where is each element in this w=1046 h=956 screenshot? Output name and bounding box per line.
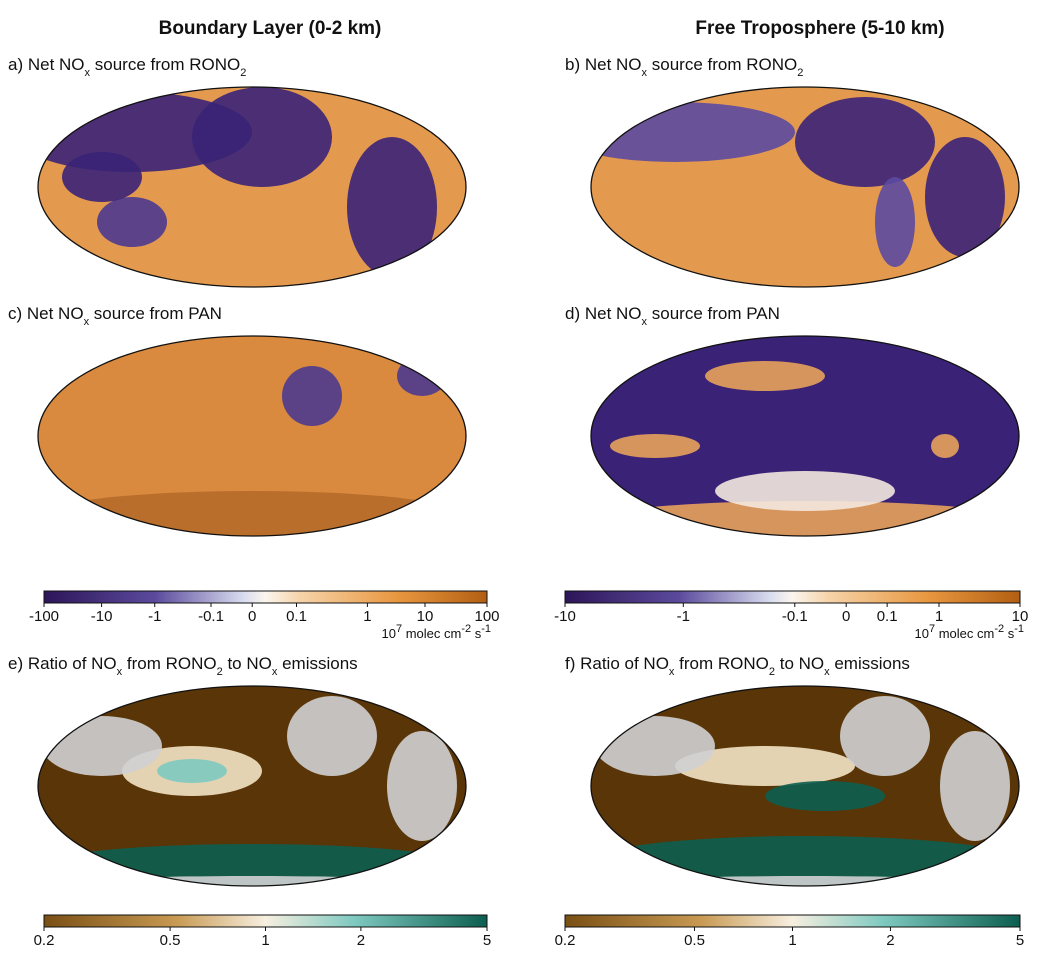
map-region — [397, 356, 447, 396]
script-text: -2 — [461, 623, 471, 635]
map-region — [287, 696, 377, 776]
script-text: -2 — [994, 623, 1004, 635]
map-region — [62, 152, 142, 202]
map-region — [875, 177, 915, 267]
text-part: molec cm — [935, 626, 994, 641]
map-region — [347, 137, 437, 277]
colorbar-tick-label: 10 — [417, 608, 434, 625]
colorbar — [44, 591, 487, 603]
colorbar-tick-label: 0.1 — [286, 608, 307, 625]
map-region — [795, 97, 935, 187]
colorbar-tick-label: 2 — [886, 932, 894, 949]
colorbar-unit: 107 molec cm-2 s-1 — [914, 623, 1024, 641]
text-part: a) Net NO — [8, 55, 85, 74]
text-part: source from PAN — [647, 304, 780, 323]
colorbar-tick-label: 2 — [357, 932, 365, 949]
column-header: Free Troposphere (5-10 km) — [695, 18, 944, 39]
map-region — [555, 102, 795, 162]
colorbar-tick-label: 5 — [483, 932, 491, 949]
colorbar-tick-label: 0.1 — [877, 608, 898, 625]
text-part: 10 — [914, 626, 928, 641]
colorbar-tick-label: 0.5 — [160, 932, 181, 949]
colorbar-tick-label: 0.5 — [684, 932, 705, 949]
map-region — [705, 361, 825, 391]
text-part: s — [1004, 626, 1015, 641]
colorbar-tick-label: -10 — [554, 608, 576, 625]
map — [38, 686, 466, 896]
panel-title: e) Ratio of NOx from RONO2 to NOx emissi… — [8, 654, 358, 678]
colorbar-tick-label: 0.2 — [555, 932, 576, 949]
text-part: source from RONO — [647, 55, 797, 74]
map-region — [940, 731, 1010, 841]
colorbar-tick-label: -0.1 — [198, 608, 224, 625]
colorbar-tick-label: 0 — [248, 608, 256, 625]
colorbar-unit: 107 molec cm-2 s-1 — [381, 623, 491, 641]
text-part: 10 — [381, 626, 395, 641]
text-part: molec cm — [402, 626, 461, 641]
colorbar-tick-label: 1 — [935, 608, 943, 625]
colorbar-tick-label: -1 — [677, 608, 690, 625]
text-part: b) Net NO — [565, 55, 642, 74]
column-header: Boundary Layer (0-2 km) — [159, 18, 382, 39]
text-part: to NO — [775, 654, 824, 673]
text-part: s — [471, 626, 482, 641]
map-region — [610, 434, 700, 458]
text-part: to NO — [223, 654, 272, 673]
map-region — [925, 137, 1005, 257]
text-part: source from PAN — [89, 304, 222, 323]
map — [591, 336, 1019, 541]
map-region — [840, 696, 930, 776]
map-region — [157, 759, 227, 783]
panel-title: c) Net NOx source from PAN — [8, 304, 222, 328]
map-region — [42, 716, 162, 776]
map-region — [97, 197, 167, 247]
panel-title: f) Ratio of NOx from RONO2 to NOx emissi… — [565, 654, 910, 678]
colorbar-tick-label: -0.1 — [782, 608, 808, 625]
script-text: -1 — [1014, 623, 1024, 635]
text-part: emissions — [277, 654, 357, 673]
colorbar — [565, 591, 1020, 603]
map-region — [715, 471, 895, 511]
text-part: e) Ratio of NO — [8, 654, 117, 673]
map-region — [38, 491, 466, 541]
map — [591, 686, 1019, 896]
colorbar-tick-label: -10 — [91, 608, 113, 625]
colorbar — [44, 915, 487, 927]
map — [555, 87, 1019, 287]
colorbar-tick-label: 0.2 — [34, 932, 55, 949]
map-region — [387, 731, 457, 841]
text-part: emissions — [830, 654, 910, 673]
panel-title: a) Net NOx source from RONO2 — [8, 55, 246, 79]
colorbar-tick-label: 1 — [261, 932, 269, 949]
colorbar-tick-label: -1 — [148, 608, 161, 625]
map-region — [765, 781, 885, 811]
map-region — [931, 434, 959, 458]
colorbar-tick-label: -100 — [29, 608, 59, 625]
map — [38, 336, 466, 541]
map-region — [282, 366, 342, 426]
figure: Boundary Layer (0-2 km) Free Troposphere … — [0, 0, 1046, 951]
text-part: d) Net NO — [565, 304, 642, 323]
map — [12, 87, 466, 287]
colorbar-tick-label: 5 — [1016, 932, 1024, 949]
text-part: c) Net NO — [8, 304, 84, 323]
text-part: f) Ratio of NO — [565, 654, 669, 673]
panel-title: d) Net NOx source from PAN — [565, 304, 780, 328]
page: {"columns":["Boundary Layer (0-2 km)","F… — [0, 0, 1046, 951]
text-part: from RONO — [674, 654, 768, 673]
colorbar-tick-label: 0 — [842, 608, 850, 625]
panel-title: b) Net NOx source from RONO2 — [565, 55, 803, 79]
colorbar-tick-label: 1 — [788, 932, 796, 949]
colorbar — [565, 915, 1020, 927]
colorbar-tick-label: 1 — [363, 608, 371, 625]
script-text: 2 — [797, 67, 803, 79]
script-text: 2 — [240, 67, 246, 79]
map-region — [595, 716, 715, 776]
text-part: source from RONO — [90, 55, 240, 74]
script-text: -1 — [481, 623, 491, 635]
map-region — [192, 87, 332, 187]
text-part: from RONO — [122, 654, 216, 673]
